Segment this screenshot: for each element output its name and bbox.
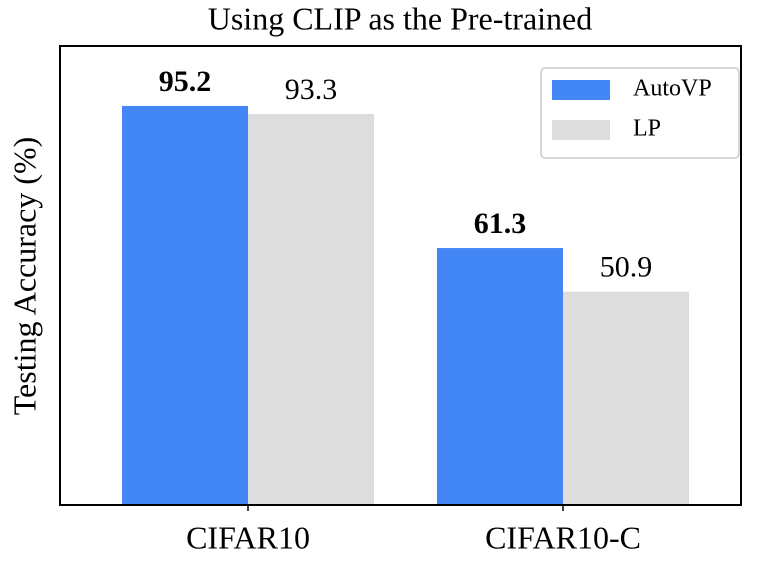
chart-title: Using CLIP as the Pre-trained: [208, 0, 593, 36]
value-label: 61.3: [474, 207, 527, 240]
value-label: 50.9: [600, 251, 653, 284]
plot-frame: [59, 45, 742, 506]
legend-label: LP: [633, 116, 661, 142]
y-axis-label: Testing Accuracy (%): [6, 137, 42, 416]
legend-label: AutoVP: [633, 76, 712, 102]
value-label: 95.2: [159, 65, 212, 98]
x-tick-label: CIFAR10-C: [485, 519, 641, 555]
bar: [122, 105, 248, 505]
plot-area: CIFAR10 95.2 93.3 CIFAR10-C 61.3 50.9: [122, 65, 689, 555]
legend-swatch: [552, 120, 610, 140]
legend: AutoVP LP: [540, 67, 740, 159]
bar: [563, 291, 689, 505]
value-label: 93.3: [285, 73, 338, 106]
bar: [248, 113, 374, 505]
legend-swatch: [552, 80, 610, 100]
x-tick-label: CIFAR10: [186, 519, 310, 555]
bar: [437, 248, 563, 506]
